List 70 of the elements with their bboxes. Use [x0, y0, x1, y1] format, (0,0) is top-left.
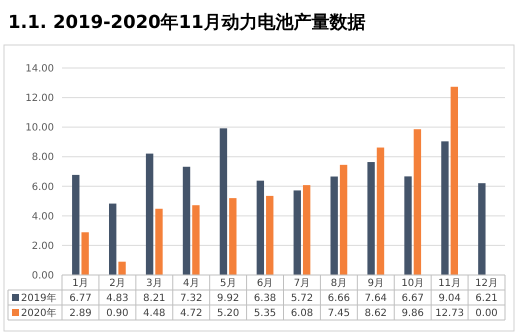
bar	[414, 129, 422, 275]
data-label: 6.08	[290, 308, 314, 319]
chart-title: 1.1. 2019-2020年11月动力电池产量数据	[8, 12, 366, 33]
x-tick-label: 6月	[256, 278, 274, 289]
data-label: 2.89	[69, 308, 92, 319]
data-label: 6.67	[402, 293, 424, 304]
data-label: 9.92	[216, 293, 240, 304]
bar	[72, 174, 80, 275]
bar	[376, 148, 384, 275]
x-tick-label: 7月	[294, 278, 310, 289]
bar	[450, 86, 458, 275]
data-label: 5.72	[290, 293, 314, 304]
bar	[155, 208, 163, 275]
y-tick-label: 6.00	[32, 182, 54, 193]
legend-label: 2019年	[21, 292, 56, 304]
bar	[340, 164, 348, 275]
bar	[294, 190, 301, 275]
data-label: 5.20	[216, 308, 240, 319]
x-tick-label: 5月	[220, 278, 236, 289]
bar	[302, 185, 310, 275]
data-label: 6.77	[69, 293, 92, 304]
bar	[330, 176, 338, 275]
bar	[182, 166, 190, 275]
bar	[367, 162, 375, 275]
x-tick-label: 2月	[109, 278, 126, 289]
data-label: 4.72	[180, 308, 202, 319]
x-tick-label: 11月	[438, 278, 461, 289]
data-label: 7.45	[328, 308, 350, 319]
x-tick-label: 3月	[146, 278, 162, 289]
data-label: 6.66	[328, 293, 350, 304]
data-label: 7.64	[364, 293, 387, 304]
bar	[118, 262, 126, 275]
y-tick-label: 14.00	[25, 64, 54, 74]
bar	[404, 176, 412, 275]
y-tick-label: 12.00	[25, 93, 54, 104]
data-label: 0.00	[475, 308, 498, 319]
bar	[220, 128, 228, 275]
bar	[108, 204, 116, 275]
data-label: 0.90	[106, 308, 129, 319]
data-label: 4.83	[106, 293, 129, 304]
y-tick-label: 4.00	[32, 211, 54, 222]
bar	[146, 154, 154, 275]
x-tick-label: 9月	[368, 278, 384, 289]
data-label: 9.86	[402, 308, 424, 319]
bar	[229, 198, 237, 275]
data-label: 8.21	[143, 293, 166, 304]
y-tick-label: 10.00	[25, 122, 54, 134]
bar	[192, 205, 200, 275]
data-label: 4.48	[143, 308, 166, 319]
data-label: 6.38	[254, 293, 276, 304]
data-label: 6.21	[475, 293, 498, 304]
x-tick-label: 12月	[475, 278, 498, 289]
bar	[478, 183, 486, 275]
data-label: 9.04	[438, 293, 461, 304]
bar	[441, 141, 449, 275]
x-tick-label: 1月	[72, 278, 89, 289]
data-label: 12.73	[435, 308, 464, 319]
legend-label: 2020年	[21, 307, 56, 319]
data-label: 7.32	[180, 293, 202, 304]
bar	[81, 232, 89, 275]
y-tick-label: 0.00	[32, 270, 54, 282]
y-tick-label: 8.00	[32, 152, 54, 164]
y-tick-label: 2.00	[32, 240, 54, 252]
x-tick-label: 8月	[330, 278, 348, 289]
data-label: 8.62	[364, 308, 387, 319]
x-tick-label: 4月	[183, 278, 200, 289]
bar	[266, 196, 274, 275]
bar	[256, 180, 264, 275]
x-tick-label: 10月	[401, 278, 424, 289]
data-label: 5.35	[254, 308, 276, 319]
